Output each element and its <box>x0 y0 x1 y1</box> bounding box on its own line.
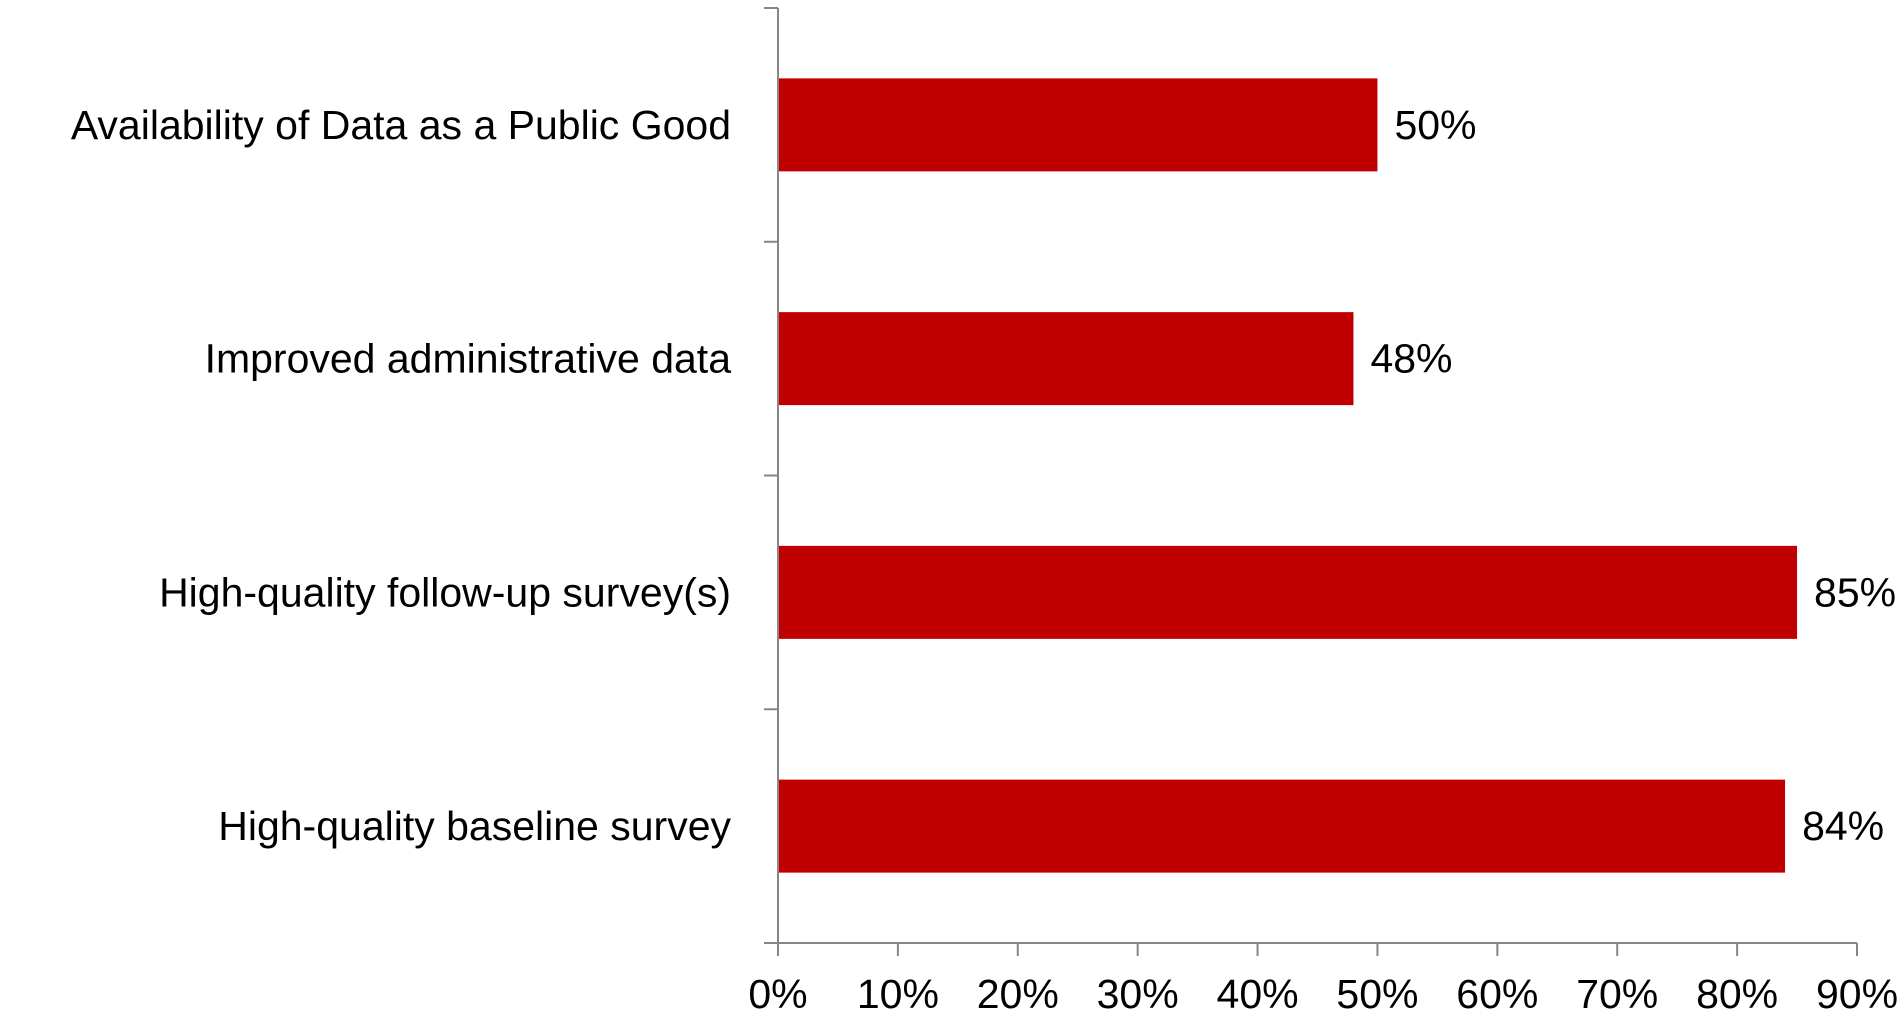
x-tick-label: 10% <box>857 971 939 1017</box>
bar <box>778 545 1798 639</box>
bar <box>778 78 1378 172</box>
category-label: Improved administrative data <box>205 336 732 382</box>
x-tick-label: 30% <box>1097 971 1179 1017</box>
x-tick-label: 70% <box>1576 971 1658 1017</box>
x-tick-label: 20% <box>977 971 1059 1017</box>
data-label: 84% <box>1802 803 1884 849</box>
category-label: High-quality baseline survey <box>218 803 731 849</box>
x-tick-label: 50% <box>1336 971 1418 1017</box>
x-tick-label: 90% <box>1816 971 1898 1017</box>
category-label: High-quality follow-up survey(s) <box>159 569 731 615</box>
axes-group <box>764 7 1858 956</box>
bar <box>778 779 1786 873</box>
x-tick-label: 80% <box>1696 971 1778 1017</box>
x-tick-label: 60% <box>1456 971 1538 1017</box>
data-label: 50% <box>1394 102 1476 148</box>
x-tick-label: 40% <box>1217 971 1299 1017</box>
data-label: 48% <box>1370 336 1452 382</box>
category-label: Availability of Data as a Public Good <box>71 102 731 148</box>
x-tick-label: 0% <box>748 971 807 1017</box>
labels-group: Availability of Data as a Public Good 50%… <box>71 102 1898 1017</box>
data-label: 85% <box>1814 569 1896 615</box>
bar <box>778 312 1354 406</box>
bars-group <box>778 78 1798 873</box>
